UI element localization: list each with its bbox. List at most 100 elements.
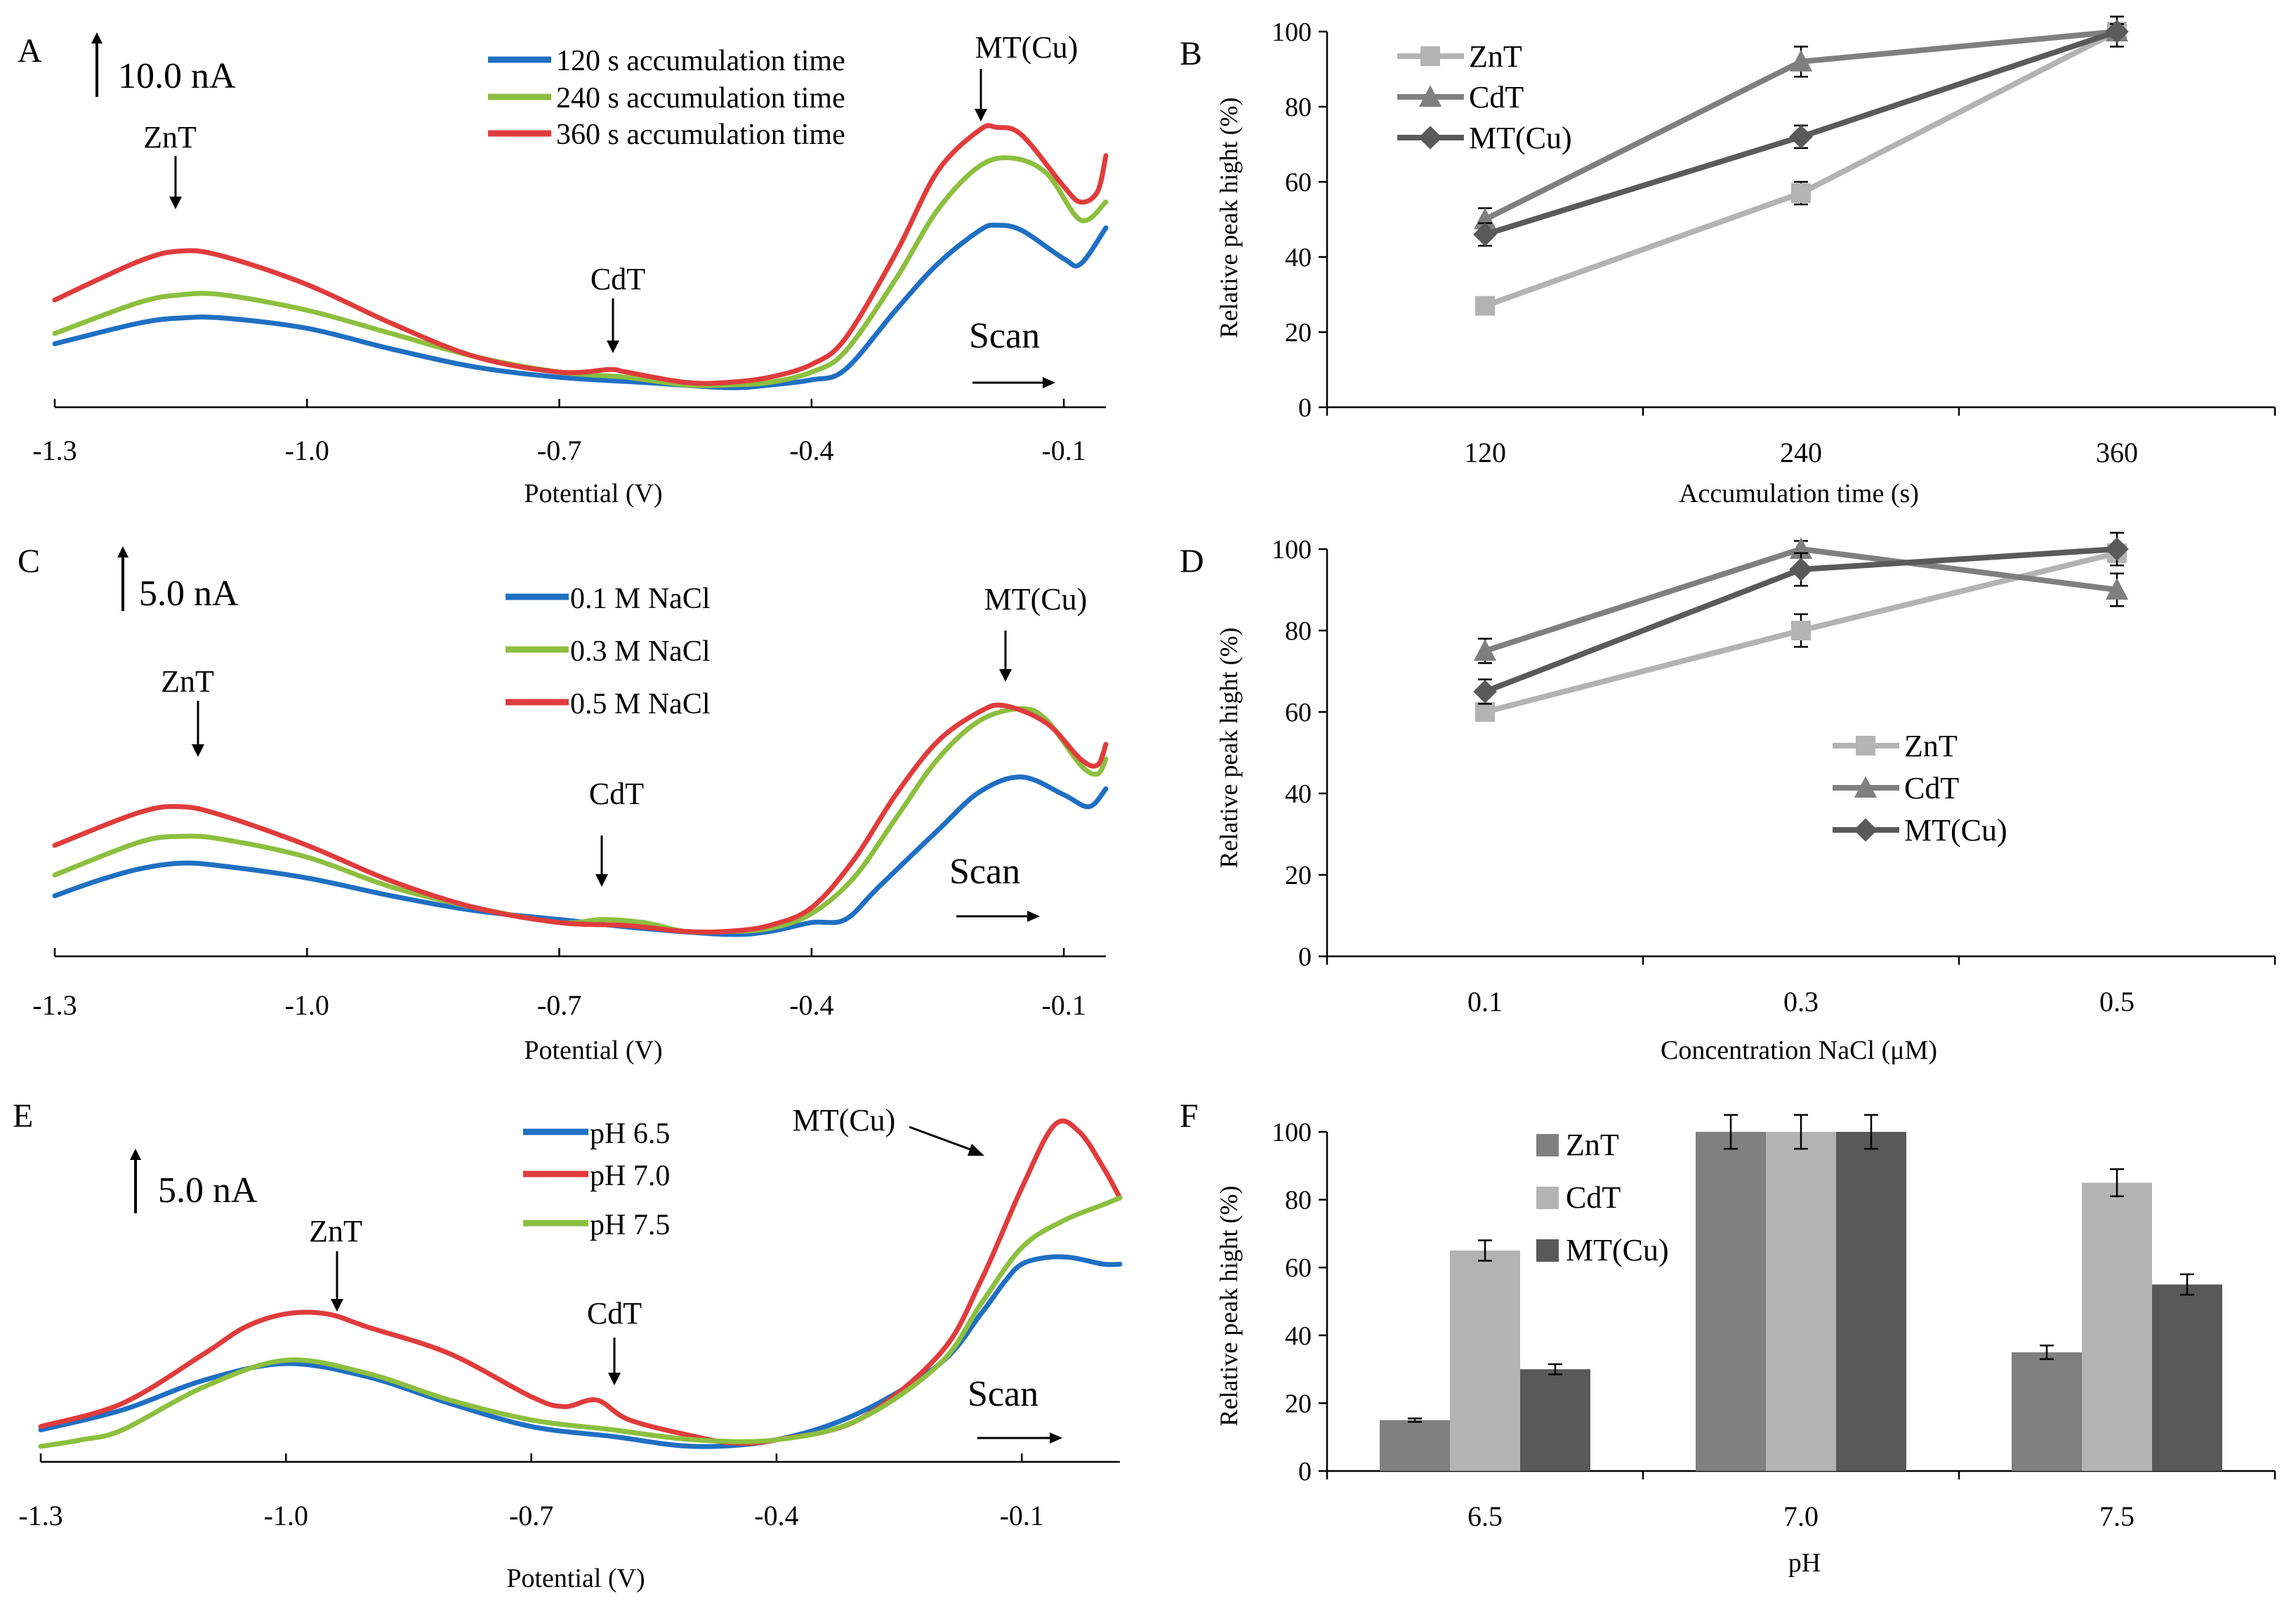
x-tick-label: -1.3: [32, 435, 77, 466]
marker-square: [1856, 736, 1875, 756]
voltammogram-curve: [38, 1195, 1123, 1449]
bar: [1520, 1369, 1590, 1471]
scale-bar-label: 5.0 nA: [158, 1170, 258, 1211]
arrow: [909, 1126, 977, 1153]
scan-arrowhead: [1027, 911, 1040, 922]
legend-label: MT(Cu): [1566, 1233, 1669, 1267]
legend-label: 0.1 M NaCl: [570, 583, 711, 615]
arrowhead: [608, 1373, 621, 1385]
y-tick-label: 20: [1285, 1389, 1312, 1418]
legend: pH 6.5 pH 7.0 pH 7.5: [523, 1118, 670, 1241]
x-tick-label: -1.0: [264, 1500, 308, 1531]
legend-label: ZnT: [1566, 1128, 1619, 1162]
x-axis-label: Accumulation time (s): [1679, 479, 1919, 508]
panel-label: A: [18, 32, 42, 70]
y-tick-label: 40: [1285, 1321, 1312, 1351]
scale-bar-arrowhead: [91, 32, 103, 44]
arrowhead: [607, 341, 619, 353]
legend-swatch: [1536, 1187, 1559, 1209]
y-tick-label: 0: [1298, 942, 1312, 972]
bar: [1696, 1132, 1766, 1471]
x-tick-label: -0.4: [789, 435, 833, 466]
panel-b: B Relative peak hight (%) 0 20 40 60 80 100 12…: [1180, 15, 2276, 508]
legend-label: 240 s accumulation time: [556, 82, 845, 114]
annotation-znt: ZnT: [161, 664, 214, 699]
voltammogram-curve: [38, 1119, 1123, 1446]
marker-square: [1791, 621, 1811, 640]
x-tick-label: 120: [1464, 437, 1506, 468]
x-tick-label: -0.7: [537, 435, 581, 466]
y-tick-label: 60: [1285, 1253, 1312, 1283]
voltammogram-curve: [52, 702, 1109, 935]
scan-label: Scan: [949, 852, 1020, 892]
annotation-znt: ZnT: [309, 1214, 362, 1248]
y-tick-label: 60: [1285, 168, 1312, 197]
legend-label: MT(Cu): [1469, 121, 1572, 155]
marker-diamond: [1789, 558, 1813, 581]
arrowhead: [999, 669, 1012, 682]
x-tick-label: -1.0: [285, 435, 329, 466]
panel-label: B: [1180, 35, 1202, 72]
annotation-cdt: CdT: [589, 777, 644, 811]
arrowhead: [192, 744, 204, 757]
bar: [2012, 1352, 2082, 1471]
y-tick-label: 20: [1285, 318, 1312, 348]
panel-e: E 5.0 nA pH 6.5 pH 7.0 pH 7.5 -1.3 -1.0 -0…: [13, 1097, 1123, 1593]
marker-square: [1420, 46, 1440, 66]
x-axis-label: Potential (V): [524, 479, 662, 508]
marker-square: [1791, 183, 1811, 204]
x-tick-label: -1.3: [18, 1500, 62, 1531]
scale-bar-label: 5.0 nA: [139, 574, 239, 614]
marker-square: [1475, 702, 1495, 722]
x-tick-label: 0.1: [1467, 986, 1503, 1017]
voltammogram-curve: [52, 155, 1109, 388]
y-tick-label: 20: [1285, 861, 1312, 890]
y-tick-label: 0: [1298, 393, 1312, 423]
y-tick-label: 80: [1285, 616, 1312, 646]
annotation-cdt: CdT: [587, 1296, 642, 1331]
marker-triangle: [1854, 776, 1878, 798]
x-tick-label: -0.7: [509, 1500, 553, 1531]
bar: [1766, 1132, 1836, 1471]
legend-label: CdT: [1469, 80, 1524, 114]
panel-f: F Relative peak hight (%) 0 20 40 60 80 100 6.…: [1180, 1097, 2276, 1578]
legend: 120 s accumulation time 240 s accumulati…: [488, 45, 845, 151]
x-tick-label: 0.3: [1783, 986, 1819, 1017]
y-tick-label: 100: [1272, 535, 1312, 565]
x-tick-label: 7.5: [2099, 1500, 2135, 1532]
legend-label: CdT: [1566, 1180, 1621, 1215]
y-tick-label: 40: [1285, 779, 1312, 809]
x-tick-label: 240: [1780, 437, 1822, 468]
voltammogram-curve: [38, 1254, 1123, 1449]
legend-label: pH 7.0: [590, 1160, 670, 1192]
legend-label: 120 s accumulation time: [556, 45, 845, 77]
legend-label: pH 6.5: [590, 1118, 670, 1150]
marker-triangle: [1789, 50, 1813, 72]
legend-label: 360 s accumulation time: [556, 119, 845, 151]
x-tick-label: -0.7: [537, 989, 581, 1021]
scale-bar-label: 10.0 nA: [118, 56, 236, 96]
bar: [1836, 1132, 1906, 1471]
x-tick-label: -0.1: [1041, 989, 1086, 1021]
x-tick-label: 6.5: [1467, 1500, 1503, 1532]
legend-swatch: [1536, 1134, 1559, 1156]
scan-label: Scan: [969, 316, 1040, 356]
legend-label: pH 7.5: [590, 1209, 670, 1241]
legend-label: MT(Cu): [1904, 813, 2007, 847]
scale-bar-arrowhead: [117, 546, 128, 558]
legend-label: ZnT: [1904, 729, 1958, 763]
bar: [2152, 1284, 2222, 1471]
x-tick-label: 7.0: [1783, 1500, 1819, 1532]
legend-swatch: [1536, 1239, 1559, 1262]
marker-diamond: [2105, 537, 2129, 561]
y-axis-label: Relative peak hight (%): [1215, 98, 1243, 338]
x-tick-label: -1.3: [32, 989, 77, 1021]
legend-label: 0.3 M NaCl: [570, 635, 711, 668]
bar: [2082, 1182, 2152, 1471]
y-axis-label: Relative peak hight (%): [1215, 1186, 1243, 1427]
marker-triangle: [1473, 639, 1497, 661]
panel-c: C 5.0 nA 0.1 M NaCl 0.3 M NaCl 0.5 M NaC…: [18, 543, 1109, 1065]
voltammogram-curve: [52, 223, 1109, 390]
y-tick-label: 100: [1272, 1118, 1312, 1147]
